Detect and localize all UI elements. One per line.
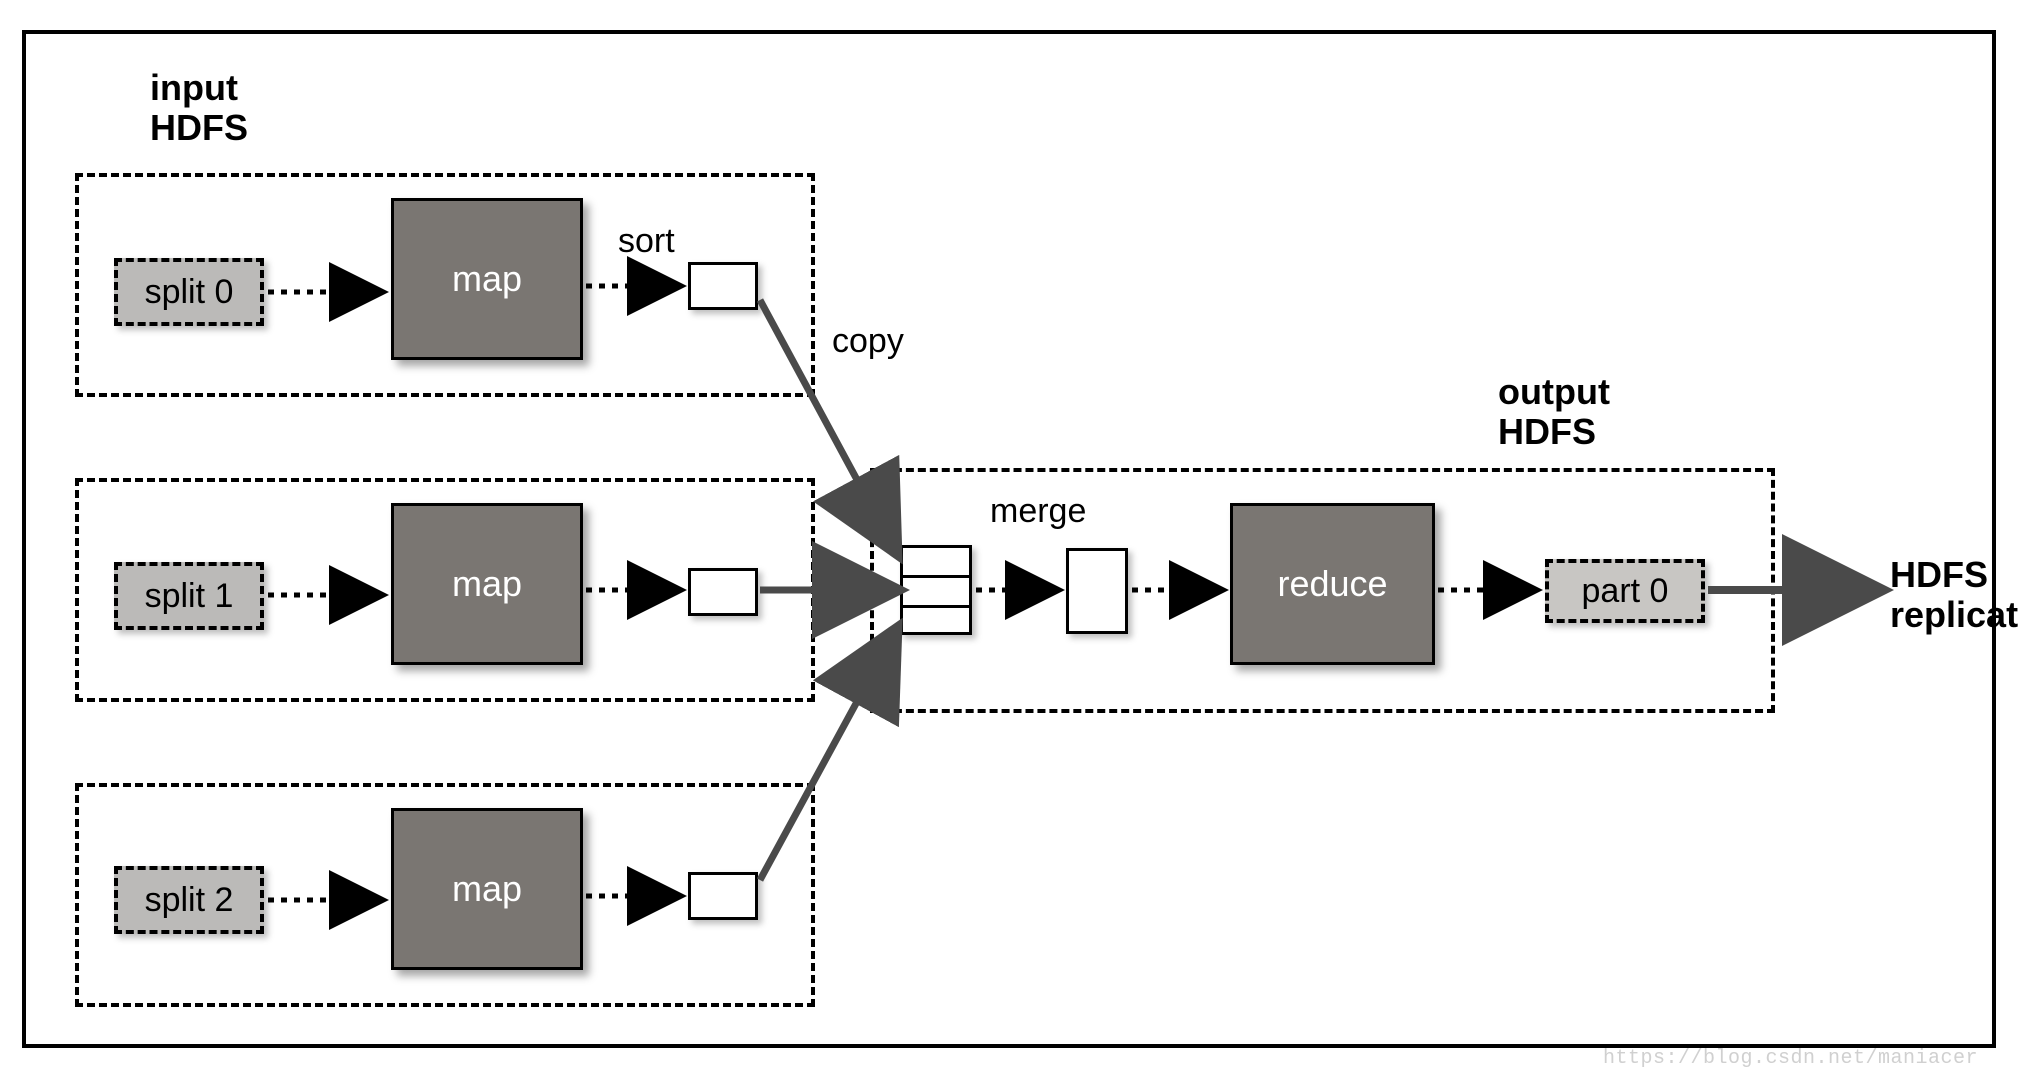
split-2: split 2 xyxy=(114,866,264,934)
output-title: output HDFS xyxy=(1498,372,1610,451)
sorted-output-0 xyxy=(688,262,758,310)
hdfs-replication-label: HDFS replication xyxy=(1890,555,2018,634)
split-2-label: split 2 xyxy=(145,881,234,920)
input-title: input HDFS xyxy=(150,68,248,147)
split-1: split 1 xyxy=(114,562,264,630)
sorted-output-2 xyxy=(688,872,758,920)
map-task-1: map xyxy=(391,503,583,665)
merge-label: merge xyxy=(990,492,1086,531)
map-0-label: map xyxy=(452,258,522,300)
map-task-2: map xyxy=(391,808,583,970)
map-task-0: map xyxy=(391,198,583,360)
reduce-task: reduce xyxy=(1230,503,1435,665)
sorted-output-1 xyxy=(688,568,758,616)
map-2-label: map xyxy=(452,868,522,910)
map-1-label: map xyxy=(452,563,522,605)
sort-label: sort xyxy=(618,222,675,261)
reduce-label: reduce xyxy=(1277,563,1387,605)
part-0-label: part 0 xyxy=(1582,572,1669,611)
diagram-frame: input HDFS output HDFS HDFS replication … xyxy=(0,0,2018,1076)
split-0: split 0 xyxy=(114,258,264,326)
copy-buffer-stack xyxy=(900,545,972,635)
watermark: https://blog.csdn.net/maniacer xyxy=(1603,1047,1978,1070)
split-1-label: split 1 xyxy=(145,577,234,616)
copy-label: copy xyxy=(832,322,904,361)
split-0-label: split 0 xyxy=(145,273,234,312)
merged-buffer xyxy=(1066,548,1128,634)
part-0: part 0 xyxy=(1545,559,1705,623)
